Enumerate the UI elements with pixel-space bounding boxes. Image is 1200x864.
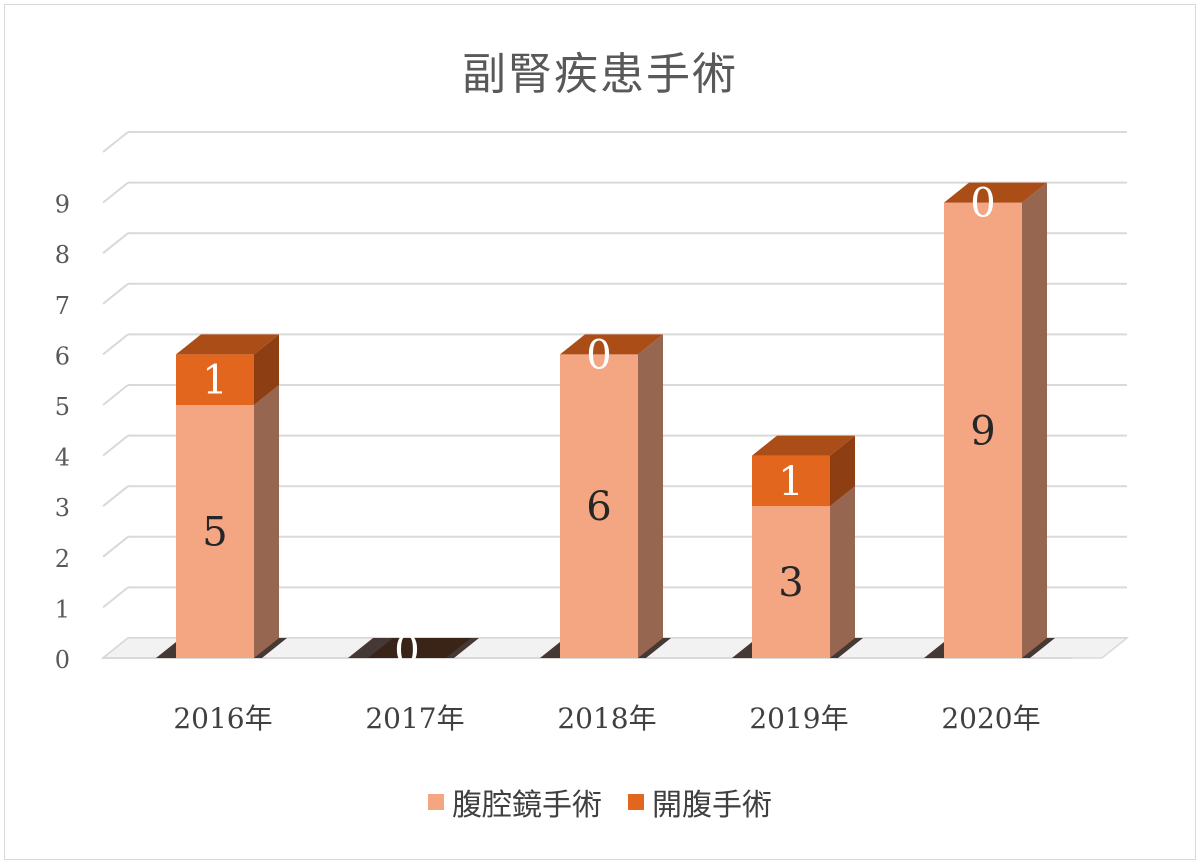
bar-segment-side [254,334,279,405]
data-label: 0 [394,628,419,674]
bar-top-face [944,182,1047,203]
data-label: 0 [970,181,995,227]
y-tick-label: 4 [55,444,70,472]
x-tick-label: 2019年 [749,702,848,735]
legend-swatch-open [628,794,644,810]
data-label: 3 [778,560,803,606]
gridline-side [102,131,129,153]
gridline-side [102,536,129,558]
gridline-side [102,232,129,254]
bar-segment-front [752,506,830,658]
legend-swatch-laparoscopic [428,794,444,810]
bar-segment-side [1022,182,1047,658]
y-tick-label: 6 [55,342,70,370]
data-label: 1 [778,459,803,505]
y-tick-label: 2 [55,545,70,573]
gridline-side [102,384,129,406]
gridline-side [102,485,129,507]
bar-segment-side [254,385,279,658]
gridline-side [102,333,129,356]
legend-item-laparoscopic: 腹腔鏡手術 [428,780,602,824]
bar-segment-side [638,334,663,658]
data-label: 5 [202,510,227,556]
y-tick-label: 9 [55,191,70,219]
bar-top-face [176,334,279,355]
bar-top-face [368,638,471,658]
gridline-side [102,283,129,305]
bar-segment-side [830,486,855,658]
y-tick-label: 8 [55,241,70,269]
data-label: 0 [586,332,611,378]
data-label: 9 [970,408,995,454]
legend-item-open: 開腹手術 [628,780,772,824]
bar-segment-side [830,435,855,507]
y-tick-label: 7 [55,292,70,320]
bar-segment-front [752,455,830,507]
gridline-side [102,181,129,204]
x-tick-label: 2016年 [173,702,272,735]
legend-label-open: 開腹手術 [652,788,772,823]
y-tick-label: 3 [55,494,70,522]
bar-top-face [560,334,663,355]
bar-segment-front [176,354,254,405]
x-tick-label: 2017年 [365,702,464,735]
bar-segment-front [944,202,1022,658]
data-label: 6 [586,484,611,530]
x-tick-label: 2020年 [941,702,1040,735]
chart-title: 副腎疾患手術 [462,49,738,100]
gridline-side [102,586,129,609]
y-tick-label: 1 [55,595,70,623]
bar-segment-front [176,405,254,658]
data-label: 1 [202,358,227,404]
bar-segment-front [560,354,638,658]
x-tick-label: 2018年 [557,702,656,735]
bar-top-face [752,435,855,456]
y-tick-label: 5 [55,393,70,421]
legend: 腹腔鏡手術 開腹手術 [0,780,1200,824]
legend-label-laparoscopic: 腹腔鏡手術 [452,788,602,823]
y-tick-label: 0 [55,646,70,674]
gridline-side [102,434,129,457]
